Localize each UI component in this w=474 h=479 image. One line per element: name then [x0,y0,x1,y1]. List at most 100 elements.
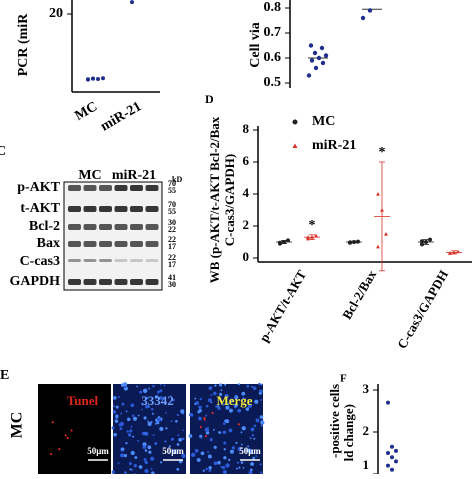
point [312,50,318,56]
band [99,259,112,262]
nucleus [260,399,263,401]
point [306,73,312,78]
point [386,463,390,468]
y-axis-label: C-cas3/GAPDH) [222,154,237,246]
point [130,0,134,5]
nucleus [130,425,133,428]
point [308,43,314,48]
nucleus [202,469,205,472]
nucleus [194,448,199,453]
nucleus [181,437,185,441]
nucleus [131,469,134,471]
nucleus [217,460,221,465]
nucleus [242,467,245,469]
panel-label: F [340,373,347,385]
nucleus [137,439,140,442]
band [68,206,81,212]
column-title: Merge [216,393,252,408]
nucleus [205,414,208,417]
point [420,239,424,244]
nucleus [218,431,221,434]
nucleus [220,389,223,391]
point [456,249,460,254]
nucleus [236,467,238,470]
nucleus [240,443,243,446]
nucleus [131,414,135,417]
nucleus [156,421,160,425]
nucleus [121,447,125,451]
nucleus [114,419,119,423]
nucleus [210,401,213,404]
nucleus [125,410,128,413]
band [83,206,97,212]
nucleus [198,405,202,410]
nucleus [218,392,223,396]
nucleus [147,421,152,426]
y-tick-label: 3 [363,381,370,396]
tunel-spot [51,421,54,424]
row-label: Bax [37,236,60,251]
nucleus [208,469,212,472]
nucleus [224,383,227,386]
y-axis-label: PCR (miR [16,13,31,76]
nucleus [152,434,155,437]
y-axis-label: -positive cells [327,384,342,458]
band [83,224,97,230]
nucleus [194,402,197,405]
point [420,242,424,247]
band [130,279,143,285]
nucleus [255,418,260,423]
nucleus [229,449,235,454]
nucleus [241,391,246,396]
x-tick-label: MC [72,99,100,124]
nucleus [250,462,255,466]
nucleus [152,384,155,388]
nucleus [147,445,152,450]
point [286,238,290,243]
nucleus [241,426,246,431]
nucleus [209,438,213,442]
nucleus [132,416,138,421]
nucleus [234,395,237,398]
nucleus [120,453,125,458]
nucleus [253,424,257,428]
nucleus [144,460,148,464]
y-tick-label: 6 [243,153,250,168]
nucleus [157,417,162,422]
nucleus [134,456,138,459]
band [83,185,97,191]
nucleus [236,461,240,464]
band [114,206,128,212]
band [114,241,128,247]
nucleus [115,405,119,409]
point [316,55,322,61]
nucleus [223,456,227,460]
point [367,8,373,13]
y-tick-label: 2 [243,217,250,232]
nucleus [178,437,183,442]
point [313,65,319,71]
legend-marker [292,119,298,125]
band [99,279,112,285]
nucleus [147,420,149,423]
nucleus [117,395,120,398]
band [145,224,159,230]
nucleus [260,383,263,386]
nucleus [258,382,261,386]
y-tick-label: 0.7 [264,25,282,40]
nucleus [121,402,125,406]
point [319,45,325,51]
nucleus [163,384,166,387]
y-tick-label: 20 [49,6,63,21]
y-tick-label: 8 [243,121,250,136]
nucleus [249,437,252,439]
nucleus [231,446,236,450]
nucleus [224,393,229,399]
legend-label: miR-21 [312,138,356,153]
nucleus [222,470,227,475]
band [99,241,112,247]
nucleus [242,397,245,400]
nucleus [159,426,164,431]
point [448,251,452,255]
band [145,206,159,212]
